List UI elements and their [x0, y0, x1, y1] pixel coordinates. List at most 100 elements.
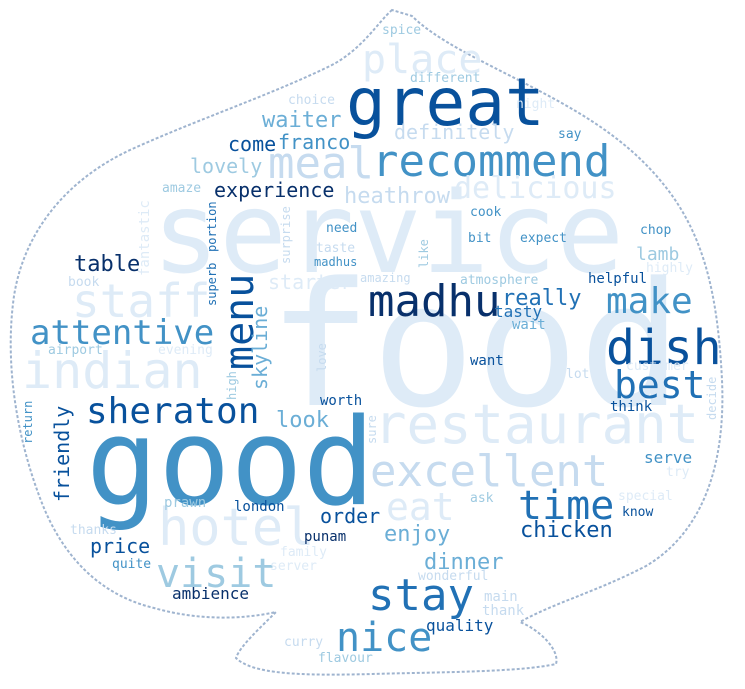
word-chop: chop [640, 223, 672, 238]
word-serve: serve [644, 448, 693, 467]
word-skyline: skyline [248, 305, 272, 390]
word-table: table [74, 252, 141, 277]
word-wait: wait [512, 317, 546, 333]
word-high: high [225, 371, 239, 400]
word-need: need [326, 221, 358, 236]
word-amaze: amaze [162, 181, 202, 196]
word-family: family [280, 545, 327, 560]
word-dinner: dinner [424, 550, 504, 575]
word-return: return [21, 400, 35, 444]
word-waiter: waiter [262, 108, 342, 133]
word-friendly: friendly [50, 405, 74, 502]
word-enjoy: enjoy [384, 522, 451, 547]
word-good: good [86, 394, 375, 533]
word-main: main [484, 589, 518, 605]
word-expect: expect [520, 231, 567, 246]
word-staff: staff [72, 274, 211, 328]
word-night: night [516, 97, 556, 112]
word-book: book [68, 275, 100, 290]
word-best: best [614, 363, 706, 407]
word-special: special [618, 489, 673, 504]
word-eat: eat [386, 485, 455, 529]
word-look: look [276, 408, 329, 433]
word-server: server [270, 559, 317, 574]
word-great: great [346, 64, 545, 141]
word-food: food [268, 245, 683, 446]
word-ambience: ambience [172, 584, 250, 603]
word-chicken: chicken [520, 518, 613, 543]
word-tasty: tasty [494, 302, 543, 321]
word-quality: quality [426, 616, 494, 635]
word-madhus: madhus [314, 255, 358, 269]
word-recommend: recommend [372, 136, 611, 187]
word-cook: cook [470, 205, 502, 220]
word-say: say [558, 127, 582, 142]
word-prawn: prawn [164, 495, 207, 511]
word-bit: bit [468, 231, 492, 246]
word-thank: thank [482, 603, 525, 619]
word-franco: franco [278, 130, 351, 154]
word-nice: nice [336, 615, 433, 661]
word-worth: worth [320, 393, 363, 409]
word-spice: spice [382, 23, 422, 38]
word-service: service [152, 169, 625, 299]
word-want: want [470, 353, 504, 369]
word-quite: quite [112, 557, 152, 572]
word-evening: evening [158, 343, 213, 358]
word-atmosphere: atmosphere [460, 273, 539, 288]
word-indian: indian [22, 342, 203, 400]
word-different: different [410, 71, 481, 86]
word-sheraton: sheraton [86, 391, 260, 432]
word-lovely: lovely [190, 154, 263, 178]
word-starter: starter [268, 270, 353, 294]
word-taste: taste [316, 241, 356, 256]
word-price: price [90, 534, 151, 558]
word-stay: stay [368, 570, 474, 621]
word-restaurant: restaurant [374, 393, 700, 456]
word-delicious: delicious [454, 171, 617, 206]
word-wonderful: wonderful [418, 569, 489, 584]
word-meal: meal [268, 138, 374, 189]
word-make: make [606, 281, 693, 322]
word-lamb: lamb [636, 244, 680, 265]
word-place: place [362, 37, 483, 83]
word-highly: highly [646, 261, 693, 276]
word-lot: lot [566, 367, 590, 382]
word-try: try [666, 465, 690, 480]
word-definitely: definitely [394, 120, 515, 144]
word-choice: choice [288, 93, 335, 108]
word-portion: portion [205, 201, 219, 252]
spade-outline-path [9, 8, 724, 676]
word-ask: ask [470, 491, 494, 506]
word-curry: curry [284, 635, 324, 650]
word-superb: superb [205, 262, 219, 306]
word-order: order [320, 504, 381, 528]
word-know: know [622, 505, 654, 520]
word-madhu: madhu [368, 276, 501, 327]
word-come: come [228, 132, 277, 156]
word-really: really [502, 286, 582, 311]
word-think: think [610, 399, 653, 415]
word-like: like [417, 239, 431, 268]
word-attentive: attentive [30, 313, 215, 353]
word-heathrow: heathrow [344, 184, 450, 209]
word-thanks: thanks [70, 523, 117, 538]
word-fantastic: fantastic [137, 200, 153, 276]
word-excellent: excellent [370, 446, 609, 497]
word-london: london [234, 499, 285, 515]
word-flavour: flavour [318, 651, 373, 666]
word-hotel: hotel [158, 498, 315, 558]
word-amazing: amazing [360, 271, 411, 285]
word-customer: customer [626, 359, 689, 374]
word-airport: airport [48, 343, 103, 358]
word-punam: punam [304, 529, 347, 545]
word-surprise: surprise [279, 206, 293, 264]
word-decide: decide [705, 376, 719, 420]
word-love: love [315, 343, 329, 372]
word-dish: dish [606, 320, 722, 376]
word-visit: visit [156, 551, 277, 597]
word-time: time [518, 483, 615, 529]
word-sure: sure [365, 415, 379, 444]
